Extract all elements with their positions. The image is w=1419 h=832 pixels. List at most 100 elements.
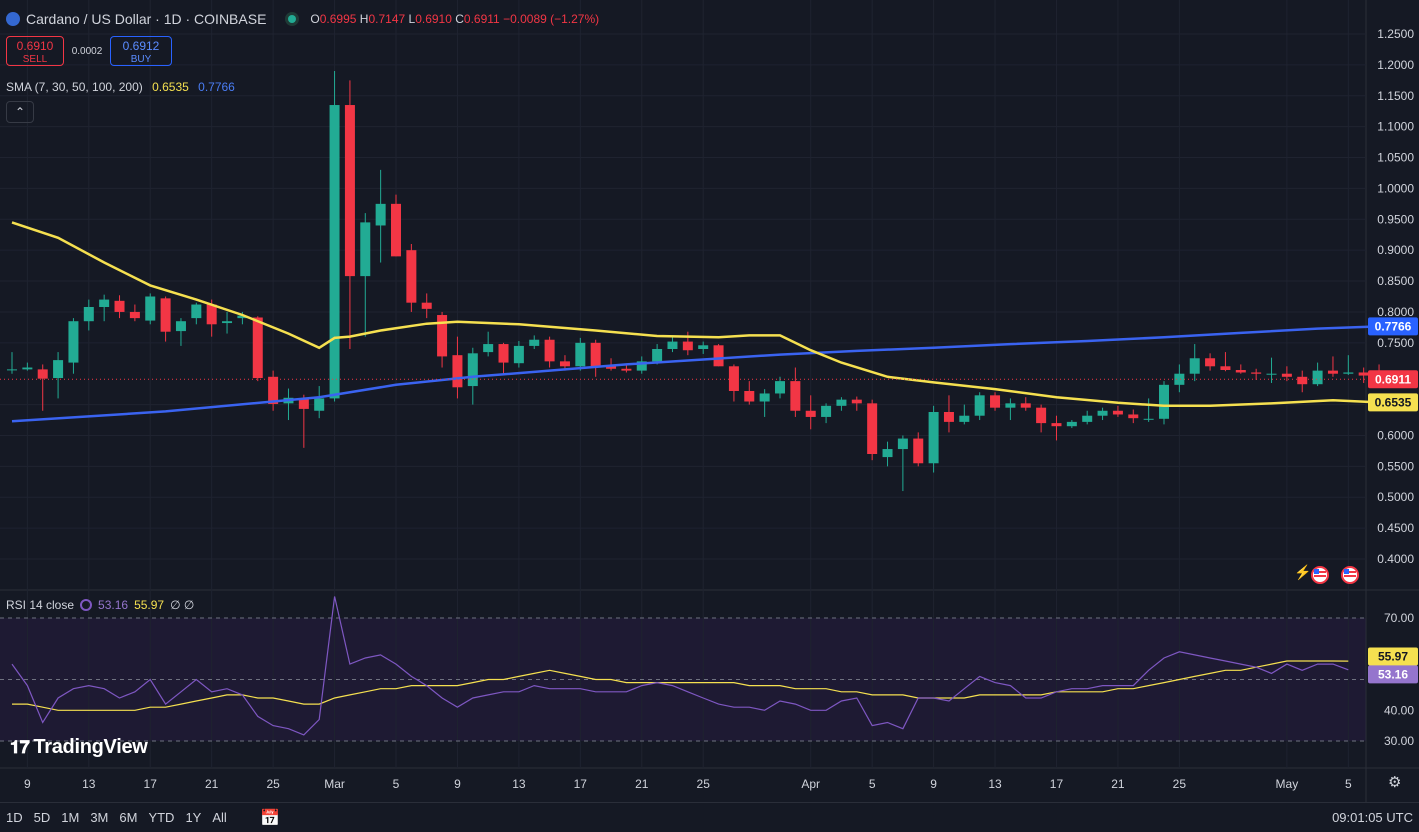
candle[interactable] <box>621 364 632 373</box>
candle[interactable] <box>360 213 371 337</box>
candle[interactable] <box>913 432 924 467</box>
candle[interactable] <box>974 392 985 421</box>
candle[interactable] <box>851 396 862 411</box>
candle[interactable] <box>882 441 893 467</box>
buy-button[interactable]: 0.6912 BUY <box>110 36 172 66</box>
range-button[interactable]: 1M <box>61 810 80 825</box>
candle[interactable] <box>1251 368 1262 380</box>
candle[interactable] <box>391 194 401 257</box>
candle[interactable] <box>990 392 1001 411</box>
candle[interactable] <box>7 352 17 374</box>
candle[interactable] <box>160 296 171 342</box>
candle[interactable] <box>1020 397 1031 411</box>
calendar-icon[interactable]: 📅 <box>260 810 280 827</box>
time-axis[interactable]: 9 13 17 21 25 Mar 5 9 13 17 21 25 Apr 5 9 13 17 21 25 May 5 <box>24 777 1352 791</box>
candle[interactable] <box>1036 404 1047 433</box>
candle[interactable] <box>959 404 970 425</box>
candle[interactable] <box>775 376 785 399</box>
candle[interactable] <box>222 311 233 334</box>
candle[interactable] <box>713 344 724 367</box>
sell-button[interactable]: 0.6910 SELL <box>6 36 64 66</box>
candle[interactable] <box>1343 355 1354 375</box>
candle[interactable] <box>129 304 140 322</box>
candle[interactable] <box>298 394 309 448</box>
candle[interactable] <box>1220 352 1231 372</box>
price-axis[interactable]: 1.2500 1.2000 1.1500 1.1000 1.0500 1.0000 0.95… <box>1377 27 1414 748</box>
candle[interactable] <box>529 335 540 349</box>
symbol-header[interactable]: Cardano / US Dollar · 1D · COINBASE O0.6… <box>6 11 599 27</box>
candle[interactable] <box>1097 407 1108 421</box>
candle[interactable] <box>483 331 494 357</box>
clock[interactable]: 09:01:05 UTC <box>1332 810 1413 825</box>
candle[interactable] <box>1205 353 1216 371</box>
tradingview-logo[interactable]: 𝟏𝟕 TradingView <box>10 736 148 758</box>
range-button[interactable]: YTD <box>148 810 175 825</box>
candle[interactable] <box>99 294 110 322</box>
candle[interactable] <box>498 342 509 374</box>
candle[interactable] <box>836 397 847 411</box>
candle[interactable] <box>1358 367 1369 383</box>
candle[interactable] <box>375 169 386 263</box>
candle[interactable] <box>1327 356 1338 377</box>
candle[interactable] <box>821 403 832 424</box>
candle[interactable] <box>1281 366 1292 382</box>
candle[interactable] <box>1051 415 1062 441</box>
candle[interactable] <box>268 370 279 411</box>
candle[interactable] <box>37 364 48 411</box>
candle[interactable] <box>513 340 524 368</box>
candle[interactable] <box>421 293 432 319</box>
candle[interactable] <box>344 80 355 349</box>
candle[interactable] <box>1159 381 1169 425</box>
candle[interactable] <box>1312 362 1323 387</box>
candle[interactable] <box>1235 364 1246 374</box>
candle[interactable] <box>452 336 463 399</box>
candle[interactable] <box>759 389 770 417</box>
candle[interactable] <box>1266 357 1277 383</box>
candle[interactable] <box>682 331 693 356</box>
candle[interactable] <box>53 352 64 399</box>
candle[interactable] <box>1066 420 1077 429</box>
candle[interactable] <box>790 367 801 417</box>
candle[interactable] <box>728 364 739 402</box>
candle[interactable] <box>114 295 125 319</box>
candle[interactable] <box>1082 410 1093 425</box>
candle[interactable] <box>575 337 586 371</box>
rsi-legend[interactable]: RSI 14 close 53.16 55.97 ∅ ∅ <box>6 598 194 612</box>
settings-gear-icon[interactable]: ⚙ <box>1388 774 1402 791</box>
candle[interactable] <box>590 339 601 377</box>
symbol-title[interactable]: Cardano / US Dollar · 1D · COINBASE <box>26 11 267 27</box>
candle[interactable] <box>698 341 709 354</box>
candle[interactable] <box>559 355 570 371</box>
candle[interactable] <box>805 395 816 430</box>
range-button[interactable]: 3M <box>90 810 109 825</box>
candle[interactable] <box>744 381 755 405</box>
candle[interactable] <box>22 362 33 371</box>
candle[interactable] <box>329 71 340 402</box>
candle[interactable] <box>867 399 878 461</box>
candle[interactable] <box>191 302 202 325</box>
range-button[interactable]: 1Y <box>185 810 202 825</box>
candles[interactable] <box>7 71 1385 492</box>
candle[interactable] <box>1128 409 1139 424</box>
candle[interactable] <box>544 336 555 368</box>
candle[interactable] <box>314 386 325 419</box>
candle[interactable] <box>652 344 663 365</box>
candle[interactable] <box>928 405 939 473</box>
candle[interactable] <box>175 318 186 346</box>
candle[interactable] <box>145 293 156 325</box>
range-button[interactable]: 6M <box>119 810 138 825</box>
range-button[interactable]: All <box>212 810 227 825</box>
range-button[interactable]: 1D <box>6 810 23 825</box>
candle[interactable] <box>636 356 647 374</box>
candle[interactable] <box>437 311 448 368</box>
range-button[interactable]: 5D <box>33 810 51 825</box>
candle[interactable] <box>667 335 678 353</box>
candle[interactable] <box>1143 398 1154 422</box>
candle[interactable] <box>406 244 417 312</box>
candle[interactable] <box>68 318 79 374</box>
candle[interactable] <box>1112 405 1123 417</box>
us-flag-icons[interactable] <box>1310 565 1370 585</box>
candle[interactable] <box>897 435 908 492</box>
candle[interactable] <box>252 316 263 382</box>
